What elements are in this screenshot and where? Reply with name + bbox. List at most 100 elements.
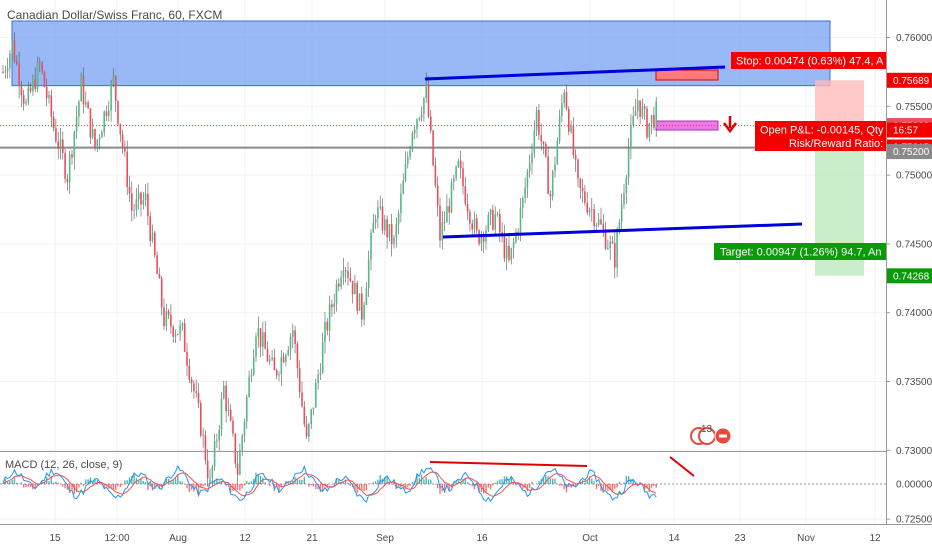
- candle-body: [220, 398, 223, 430]
- macd-histogram-bar: [411, 481, 414, 484]
- macd-histogram-bar: [480, 484, 483, 493]
- candle-body: [160, 278, 163, 308]
- macd-histogram-bar: [554, 478, 556, 484]
- price-tag-level: 0.75200: [887, 144, 932, 160]
- candle-body: [609, 241, 611, 249]
- candle-body: [188, 365, 191, 380]
- macd-histogram-bar: [193, 484, 195, 492]
- macd-histogram-bar: [6, 481, 9, 484]
- candle-body: [625, 177, 628, 194]
- candle-body: [614, 243, 616, 268]
- candle-body: [52, 116, 55, 129]
- candle-body: [137, 192, 140, 200]
- macd-histogram-bar: [464, 477, 466, 484]
- candle-body: [646, 108, 648, 138]
- macd-histogram-bar: [365, 484, 368, 491]
- macd-pane: [0, 456, 886, 503]
- macd-histogram-bar: [80, 482, 82, 484]
- macd-histogram-bar: [625, 476, 627, 484]
- macd-histogram-bar: [584, 482, 586, 484]
- macd-histogram-bar: [563, 484, 565, 490]
- candle-body: [292, 330, 294, 338]
- candle-body: [216, 440, 218, 442]
- pnl-label[interactable]: Open P&L: -0.00145, Qty Risk/Reward Rati…: [755, 121, 886, 151]
- candle-body: [68, 154, 71, 183]
- candle-body: [117, 101, 119, 124]
- macd-histogram-bar: [236, 484, 239, 490]
- candle-body: [287, 350, 289, 356]
- candle-body: [572, 125, 575, 156]
- candle-body: [246, 396, 248, 422]
- grid: [0, 0, 886, 524]
- macd-histogram-bar: [591, 478, 593, 484]
- macd-histogram-bar: [338, 479, 340, 484]
- macd-histogram-bar: [190, 484, 193, 490]
- candle-body: [305, 424, 308, 437]
- candle-body: [319, 372, 322, 375]
- stop-label[interactable]: Stop: 0.00474 (0.63%) 47.4, A: [731, 52, 886, 69]
- candle-body: [167, 311, 170, 315]
- candle-body: [262, 332, 264, 347]
- macd-histogram-bar: [423, 479, 425, 484]
- macd-histogram-bar: [462, 478, 464, 484]
- macd-histogram-bar: [241, 484, 243, 489]
- candle-body: [255, 336, 257, 357]
- candle-body: [455, 166, 457, 179]
- price-tick-label: 0.73000: [896, 446, 932, 457]
- candle-body: [489, 209, 492, 215]
- price-tag-bg: [887, 122, 932, 138]
- macd-histogram-bar: [377, 479, 379, 484]
- macd-histogram-bar: [9, 481, 11, 484]
- macd-histogram-bar: [204, 484, 207, 486]
- candle-body: [108, 110, 110, 116]
- candle-body: [273, 357, 276, 371]
- candle-body: [466, 204, 469, 212]
- macd-histogram-bar: [494, 482, 496, 484]
- price-tag-label: 0.74268: [893, 271, 930, 282]
- candle-body: [416, 119, 418, 130]
- macd-histogram-bar: [78, 484, 80, 488]
- candle-body: [64, 152, 66, 179]
- time-axis-ticks[interactable]: 15 12:00 Aug 12 21 Sep 16 Oct 14 23 Nov 12: [49, 533, 881, 544]
- macd-histogram-bar: [296, 478, 299, 484]
- macd-histogram-bar: [142, 481, 144, 484]
- candle-body: [604, 229, 607, 249]
- stop-label-bg: [731, 52, 886, 69]
- candle-body: [434, 165, 437, 186]
- macd-histogram-bar: [220, 481, 223, 484]
- candle-body: [289, 337, 292, 351]
- macd-histogram-bar: [117, 484, 119, 487]
- economic-events[interactable]: 13: [690, 424, 732, 445]
- candle-body: [344, 269, 347, 271]
- macd-histogram-bar: [430, 479, 432, 484]
- macd-histogram-bar: [519, 484, 522, 488]
- candle-body: [441, 222, 444, 241]
- candle-body: [561, 102, 563, 116]
- macd-histogram-bar: [299, 479, 301, 484]
- candle-body: [388, 224, 391, 238]
- candle-body: [55, 128, 57, 142]
- target-label[interactable]: Target: 0.00947 (1.26%) 94.7, An: [714, 243, 886, 260]
- price-tick-label: 0.74500: [896, 239, 932, 250]
- candle-body: [112, 76, 115, 84]
- candle-body: [620, 204, 623, 222]
- time-tick-label: 21: [306, 533, 318, 544]
- candle-body: [430, 116, 432, 131]
- candle-body: [269, 359, 271, 362]
- candle-body: [519, 207, 522, 233]
- macd-divergence-line: [429, 461, 588, 467]
- candle-body: [354, 282, 356, 295]
- candle-body: [558, 115, 561, 142]
- macd-histogram-bar: [248, 482, 250, 484]
- candle-body: [563, 92, 565, 103]
- candle-body: [372, 222, 375, 233]
- candle-body: [181, 323, 184, 326]
- candle-body: [367, 259, 370, 289]
- macd-histogram-bar: [558, 484, 561, 486]
- candle-body: [195, 391, 197, 393]
- candle-body: [450, 182, 453, 213]
- candle-body: [634, 111, 637, 116]
- macd-histogram-bar: [188, 484, 190, 492]
- level-lines: [0, 125, 886, 149]
